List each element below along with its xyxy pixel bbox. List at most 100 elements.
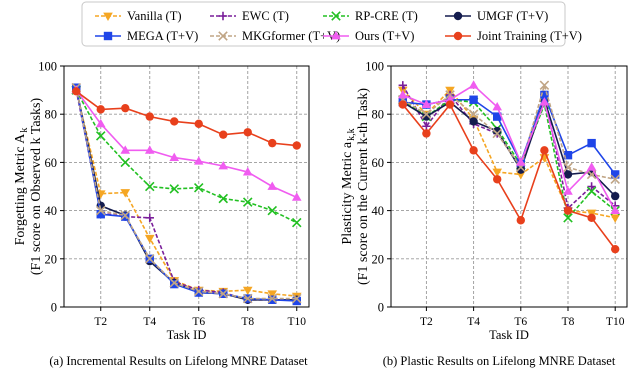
- data-point: [95, 131, 106, 141]
- x-tick-label: T8: [241, 316, 254, 328]
- data-point: [468, 109, 479, 119]
- legend-marker: [218, 11, 228, 21]
- data-point: [398, 100, 407, 109]
- data-point: [120, 145, 131, 154]
- data-point: [144, 254, 155, 264]
- panel-caption: (a) Incremental Results on Lifelong MNRE…: [49, 354, 308, 368]
- data-point: [610, 205, 620, 214]
- data-point: [144, 145, 155, 154]
- legend-marker: [453, 31, 463, 41]
- data-point: [587, 213, 596, 223]
- y-axis-label-line2: (F1 score on Observed k Tasks): [29, 98, 44, 276]
- series-mega-t-v: [72, 83, 301, 306]
- legend-marker: [103, 12, 113, 21]
- data-point: [267, 290, 278, 299]
- y-tick-label: 20: [45, 252, 58, 266]
- legend-entry: MEGA (T+V): [95, 29, 198, 43]
- series-ewc-t: [72, 85, 301, 304]
- y-tick-label: 100: [365, 60, 384, 74]
- legend-entry: MKGformer (T+V): [210, 29, 340, 43]
- legend-label: UMGF (T+V): [477, 9, 548, 23]
- series-line: [402, 82, 616, 181]
- data-point: [218, 288, 229, 299]
- data-point: [422, 129, 431, 138]
- plot-frame: [390, 65, 628, 308]
- data-point: [469, 117, 478, 126]
- data-point: [292, 141, 301, 150]
- series-mkgformer-t-v: [71, 82, 302, 304]
- plot-frame: [63, 65, 310, 308]
- data-point: [268, 295, 277, 304]
- data-point: [72, 87, 81, 96]
- data-point: [493, 126, 502, 136]
- data-point: [398, 89, 408, 99]
- y-tick-label: 100: [38, 60, 57, 74]
- legend-entry: Joint Training (T+V): [445, 29, 582, 43]
- data-point: [219, 130, 228, 139]
- data-point: [291, 217, 302, 228]
- data-point: [563, 170, 573, 179]
- y-tick-label: 60: [45, 156, 58, 170]
- legend-label: Joint Training (T+V): [477, 29, 582, 43]
- x-tick-label: T4: [467, 316, 480, 328]
- legend-label: Vanilla (T): [127, 9, 182, 23]
- legend: Vanilla (T) EWC (T) RP-CRE (T) UMGF (T+V) ME…: [81, 1, 582, 47]
- data-point: [610, 214, 620, 223]
- data-point: [267, 181, 278, 190]
- y-tick-label: 40: [372, 204, 385, 218]
- data-point: [170, 279, 179, 289]
- data-point: [492, 101, 502, 111]
- y-tick-label: 80: [45, 108, 58, 122]
- data-point: [193, 156, 204, 165]
- data-point: [120, 157, 131, 168]
- data-point: [243, 128, 252, 137]
- data-point: [194, 288, 203, 297]
- x-axis-label: Task ID: [489, 328, 529, 342]
- data-point: [267, 205, 278, 216]
- data-point: [422, 122, 431, 131]
- data-point: [144, 181, 155, 192]
- data-point: [95, 205, 106, 216]
- series-line: [402, 98, 616, 220]
- series-ours-t-v: [398, 80, 620, 214]
- series-line: [75, 89, 297, 297]
- data-point: [145, 112, 154, 121]
- data-point: [586, 162, 597, 171]
- x-tick-label: T4: [143, 316, 156, 328]
- series-umgf-t-v: [72, 83, 301, 304]
- x-tick-label: T2: [94, 316, 107, 328]
- data-point: [445, 94, 455, 104]
- data-point: [539, 80, 550, 91]
- data-point: [421, 109, 432, 119]
- legend-marker: [453, 11, 463, 21]
- data-point: [120, 189, 131, 198]
- x-axis-label: Task ID: [167, 328, 207, 342]
- data-point: [398, 81, 407, 90]
- data-point: [218, 193, 229, 204]
- legend-label: Ours (T+V): [355, 29, 414, 43]
- data-point: [516, 171, 526, 180]
- legend-label: RP-CRE (T): [355, 9, 418, 23]
- data-point: [563, 213, 573, 223]
- data-point: [516, 157, 526, 166]
- data-point: [291, 293, 302, 304]
- data-point: [563, 162, 573, 172]
- data-point: [145, 213, 154, 223]
- data-point: [268, 138, 277, 148]
- data-point: [170, 117, 179, 126]
- data-point: [516, 216, 525, 225]
- data-point: [291, 192, 302, 201]
- data-point: [587, 138, 596, 148]
- data-point: [292, 296, 301, 306]
- data-point: [169, 184, 180, 194]
- data-point: [242, 293, 253, 304]
- data-point: [611, 244, 620, 254]
- series-line: [75, 89, 297, 301]
- data-point: [468, 80, 479, 89]
- data-point: [492, 128, 502, 139]
- y-axis-label-line1: Forgetting Metric Ak: [13, 128, 30, 246]
- data-point: [492, 168, 502, 178]
- legend-entry: EWC (T): [210, 9, 289, 23]
- data-point: [587, 182, 596, 191]
- data-point: [218, 161, 229, 170]
